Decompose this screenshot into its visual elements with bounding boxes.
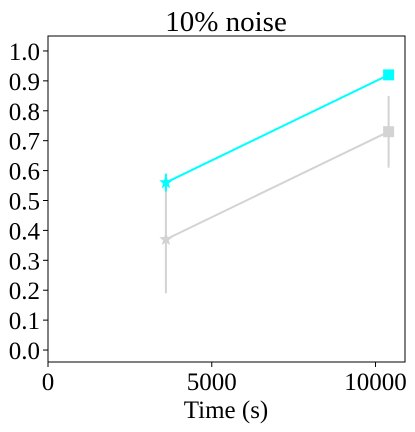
series-layer (159, 69, 395, 294)
y-axis: 0.0 0.1 0.2 0.3 0.4 0.50.6 0.7 0.8 0.9 1.0 (9, 39, 48, 365)
series-0 (159, 69, 395, 192)
y-tick-label-6: 0.6 (9, 159, 40, 186)
series-0-point-0 (159, 175, 173, 189)
y-tick-label-7: 0.7 (9, 129, 40, 156)
x-tick-label-0: 0 (42, 369, 55, 396)
x-tick-label-2: 10000 (344, 369, 407, 396)
x-tick-label-1: 5000 (187, 369, 237, 396)
y-tick-label-10: 1.0 (9, 39, 40, 66)
y-tick-label-9: 0.9 (9, 69, 40, 96)
y-tick-label-1: 0.1 (9, 308, 40, 335)
y-tick-label-4: 0.4 (9, 218, 41, 245)
series-1 (159, 95, 395, 294)
x-axis-label: Time (s) (184, 397, 269, 424)
y-tick-label-8: 0.8 (9, 99, 40, 126)
x-axis: 0 5000 10000 (42, 362, 407, 396)
plot-area-frame (47, 35, 406, 363)
series-1-line (165, 130, 390, 241)
series-1-point-1 (383, 126, 395, 138)
y-tick-label-5: 0.5 (9, 188, 40, 215)
chart-title: 10% noise (165, 6, 287, 38)
y-tick-label-2: 0.2 (9, 278, 40, 305)
series-0-point-1 (383, 69, 395, 81)
series-0-line (165, 73, 390, 184)
series-1-point-0 (159, 232, 173, 246)
y-tick-label-3: 0.3 (9, 248, 40, 275)
y-tick-label-0: 0.0 (9, 338, 40, 365)
